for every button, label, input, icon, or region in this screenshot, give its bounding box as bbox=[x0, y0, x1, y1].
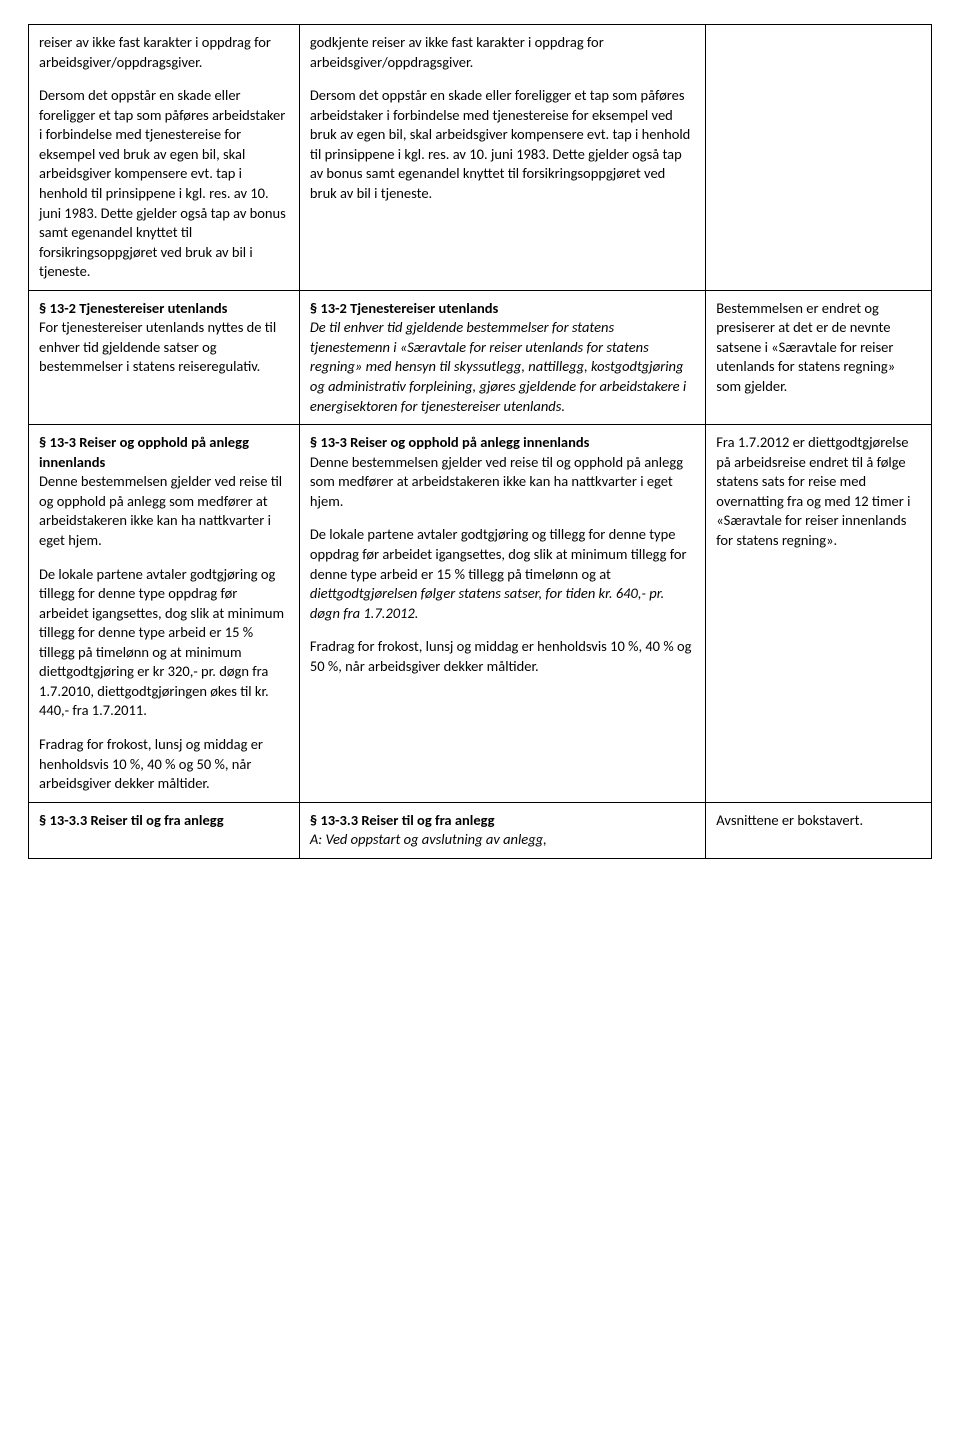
paragraph: Fradrag for frokost, lunsj og middag er … bbox=[39, 735, 289, 794]
section-body: De til enhver tid gjeldende bestemmelser… bbox=[310, 318, 686, 414]
comment-text: Bestemmelsen er endret og presiserer at … bbox=[716, 299, 895, 395]
cell-old-text: § 13-3.3 Reiser til og fra anlegg bbox=[29, 802, 300, 858]
paragraph: § 13-2 Tjenestereiser utenlands De til e… bbox=[310, 299, 695, 416]
paragraph: Fradrag for frokost, lunsj og middag er … bbox=[310, 637, 695, 676]
cell-new-text: § 13-3.3 Reiser til og fra anlegg A: Ved… bbox=[299, 802, 705, 858]
cell-new-text: § 13-3 Reiser og opphold på anlegg innen… bbox=[299, 425, 705, 803]
comment-text: Avsnittene er bokstavert. bbox=[716, 811, 863, 829]
cell-new-text: § 13-2 Tjenestereiser utenlands De til e… bbox=[299, 290, 705, 424]
section-body: A: Ved oppstart og avslutning av anlegg, bbox=[310, 830, 547, 848]
table-row: § 13-3 Reiser og opphold på anlegg innen… bbox=[29, 425, 932, 803]
paragraph: De lokale partene avtaler godtgjøring og… bbox=[39, 565, 289, 722]
section-title: § 13-2 Tjenestereiser utenlands bbox=[39, 299, 227, 317]
paragraph: § 13-2 Tjenestereiser utenlands For tjen… bbox=[39, 299, 289, 377]
table-row: § 13-3.3 Reiser til og fra anlegg § 13-3… bbox=[29, 802, 932, 858]
section-body: For tjenestereiser utenlands nyttes de t… bbox=[39, 318, 276, 375]
section-body: Denne bestemmelsen gjelder ved reise til… bbox=[310, 453, 683, 510]
cell-comment: Bestemmelsen er endret og presiserer at … bbox=[706, 290, 932, 424]
section-title: § 13-3.3 Reiser til og fra anlegg bbox=[39, 811, 224, 829]
paragraph: De lokale partene avtaler godtgjøring og… bbox=[310, 525, 695, 623]
cell-old-text: § 13-2 Tjenestereiser utenlands For tjen… bbox=[29, 290, 300, 424]
cell-old-text: reiser av ikke fast karakter i oppdrag f… bbox=[29, 25, 300, 291]
section-title: § 13-3 Reiser og opphold på anlegg innen… bbox=[310, 433, 590, 451]
paragraph: Dersom det oppstår en skade eller foreli… bbox=[39, 86, 289, 282]
section-title: § 13-2 Tjenestereiser utenlands bbox=[310, 299, 498, 317]
cell-comment: Fra 1.7.2012 er diettgodtgjørelse på arb… bbox=[706, 425, 932, 803]
cell-old-text: § 13-3 Reiser og opphold på anlegg innen… bbox=[29, 425, 300, 803]
cell-new-text: godkjente reiser av ikke fast karakter i… bbox=[299, 25, 705, 291]
paragraph: godkjente reiser av ikke fast karakter i… bbox=[310, 33, 695, 72]
section-body: Denne bestemmelsen gjelder ved reise til… bbox=[39, 472, 282, 549]
section-body-italic: diettgodtgjørelsen følger statens satser… bbox=[310, 584, 664, 622]
table-row: § 13-2 Tjenestereiser utenlands For tjen… bbox=[29, 290, 932, 424]
paragraph: § 13-3 Reiser og opphold på anlegg innen… bbox=[39, 433, 289, 550]
cell-comment: Avsnittene er bokstavert. bbox=[706, 802, 932, 858]
comparison-table: reiser av ikke fast karakter i oppdrag f… bbox=[28, 24, 932, 859]
paragraph: Dersom det oppstår en skade eller foreli… bbox=[310, 86, 695, 203]
section-title: § 13-3.3 Reiser til og fra anlegg bbox=[310, 811, 495, 829]
section-body: De lokale partene avtaler godtgjøring og… bbox=[310, 525, 687, 582]
cell-comment bbox=[706, 25, 932, 291]
table-row: reiser av ikke fast karakter i oppdrag f… bbox=[29, 25, 932, 291]
section-title: § 13-3 Reiser og opphold på anlegg innen… bbox=[39, 433, 249, 471]
comment-text: Fra 1.7.2012 er diettgodtgjørelse på arb… bbox=[716, 433, 910, 549]
paragraph: reiser av ikke fast karakter i oppdrag f… bbox=[39, 33, 289, 72]
paragraph: § 13-3 Reiser og opphold på anlegg innen… bbox=[310, 433, 695, 511]
